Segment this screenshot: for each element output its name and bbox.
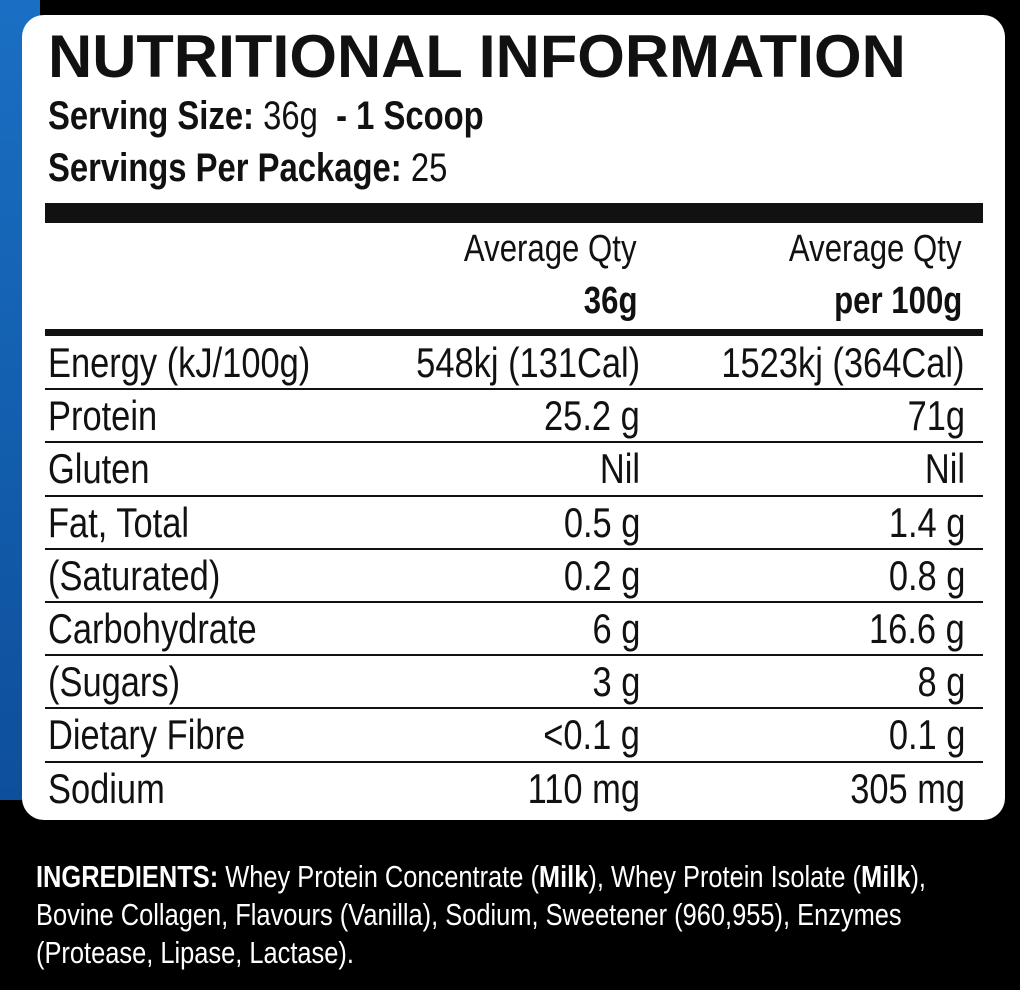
- row-value: 71g: [895, 392, 965, 440]
- row-rule: [45, 707, 983, 710]
- row-value: <0.1 g: [522, 711, 640, 759]
- row-value: Nil: [916, 445, 965, 493]
- cell-text: (Saturated): [48, 551, 221, 599]
- row-value: 3 g: [582, 658, 640, 706]
- row-value: 16.6 g: [848, 605, 965, 653]
- column-header: Average Qty: [426, 228, 637, 271]
- row-value: 6 g: [582, 605, 640, 653]
- column-header: Average Qty: [751, 228, 962, 271]
- cell-text: 1523kj (364Cal): [721, 339, 965, 386]
- row-rule: [45, 547, 983, 550]
- row-value: 0.8 g: [872, 552, 965, 600]
- cell-text: 71g: [907, 392, 965, 440]
- row-label: Fat, Total: [48, 499, 220, 547]
- row-value: 8 g: [907, 658, 965, 706]
- header-bar: [45, 203, 983, 223]
- row-rule: [45, 654, 983, 657]
- column-header: 36g: [572, 280, 637, 323]
- row-rule: [45, 601, 983, 603]
- row-value: 0.1 g: [872, 711, 965, 759]
- cell-text: Carbohydrate: [48, 605, 257, 652]
- serving-size-text: Serving Size: 36g - 1 Scoop: [48, 94, 484, 139]
- column-header-text: Average Qty: [464, 228, 637, 270]
- serving-size-value: 36g: [263, 94, 318, 138]
- cell-text: <0.1 g: [543, 711, 640, 759]
- column-header-text: 36g: [583, 280, 637, 322]
- row-rule: [45, 441, 983, 444]
- cell-text: 548kj (131Cal): [416, 339, 640, 386]
- cell-text: 0.1 g: [888, 711, 965, 759]
- cell-text: Gluten: [48, 445, 150, 493]
- cell-text: 6 g: [592, 605, 640, 652]
- row-label: Carbohydrate: [48, 605, 302, 653]
- row-value: 1.4 g: [872, 499, 965, 547]
- cell-text: 0.5 g: [563, 498, 640, 546]
- serving-size-label: Serving Size:: [48, 94, 254, 138]
- cell-text: 16.6 g: [869, 605, 965, 652]
- ingredients-text: Milk: [538, 859, 589, 894]
- servings-text: Servings Per Package: 25: [48, 146, 447, 191]
- ingredients-text: Whey Protein Concentrate (: [218, 859, 539, 894]
- label-panel: [22, 15, 1005, 820]
- cell-text: Protein: [48, 392, 158, 440]
- ingredients: INGREDIENTS: Whey Protein Concentrate (M…: [36, 858, 930, 972]
- cell-text: Dietary Fibre: [48, 711, 246, 759]
- row-label: (Sugars): [48, 658, 209, 706]
- ingredients-text: Milk: [861, 859, 911, 894]
- cell-text: Fat, Total: [48, 498, 190, 546]
- cell-text: 110 mg: [527, 764, 640, 812]
- ingredients-text: ), Whey Protein Isolate (: [588, 859, 862, 894]
- servings-per-package: Servings Per Package: 25: [48, 146, 535, 191]
- cell-text: 305 mg: [850, 764, 965, 812]
- servings-value: 25: [410, 146, 448, 190]
- row-rule: [45, 388, 983, 391]
- cell-text: (Sugars): [48, 658, 181, 706]
- ingredients-text: ), Bovine Collagen, Flavours (Vanilla), …: [36, 859, 926, 970]
- row-label: Protein: [48, 392, 181, 440]
- cell-text: 0.8 g: [888, 551, 965, 599]
- row-label: Energy (kJ/100g): [48, 339, 368, 387]
- cell-text: 8 g: [917, 658, 965, 706]
- serving-size-extra: - 1 Scoop: [336, 94, 484, 138]
- column-header-text: per 100g: [833, 280, 962, 322]
- cell-text: Nil: [599, 445, 640, 493]
- cell-text: 1.4 g: [888, 498, 965, 546]
- row-value: 0.2 g: [547, 552, 640, 600]
- cell-text: 0.2 g: [563, 551, 640, 599]
- serving-size: Serving Size: 36g - 1 Scoop: [48, 94, 579, 139]
- cell-text: Energy (kJ/100g): [48, 339, 311, 386]
- title-text: NUTRITIONAL INFORMATION: [48, 23, 906, 90]
- row-label: Dietary Fibre: [48, 711, 288, 759]
- row-value: 25.2 g: [523, 392, 640, 440]
- row-label: (Saturated): [48, 552, 258, 600]
- cell-text: Sodium: [48, 764, 165, 812]
- servings-label: Servings Per Package:: [48, 146, 402, 190]
- row-value: 1523kj (364Cal): [668, 339, 965, 387]
- title: NUTRITIONAL INFORMATION: [48, 22, 906, 91]
- row-value: 0.5 g: [547, 499, 640, 547]
- row-value: 305 mg: [825, 765, 965, 813]
- row-rule: [45, 494, 983, 497]
- cell-text: 3 g: [592, 658, 640, 706]
- cell-text: 25.2 g: [544, 392, 640, 440]
- row-label: Sodium: [48, 765, 190, 813]
- row-value: 548kj (131Cal): [367, 339, 640, 387]
- row-rule: [45, 760, 983, 763]
- row-value: Nil: [591, 445, 640, 493]
- cell-text: Nil: [924, 445, 965, 493]
- column-header-text: Average Qty: [789, 228, 962, 270]
- column-header: per 100g: [806, 280, 962, 323]
- header-rule: [45, 329, 983, 336]
- ingredients-label: INGREDIENTS:: [36, 859, 219, 894]
- row-label: Gluten: [48, 445, 172, 493]
- row-value: 110 mg: [503, 765, 640, 813]
